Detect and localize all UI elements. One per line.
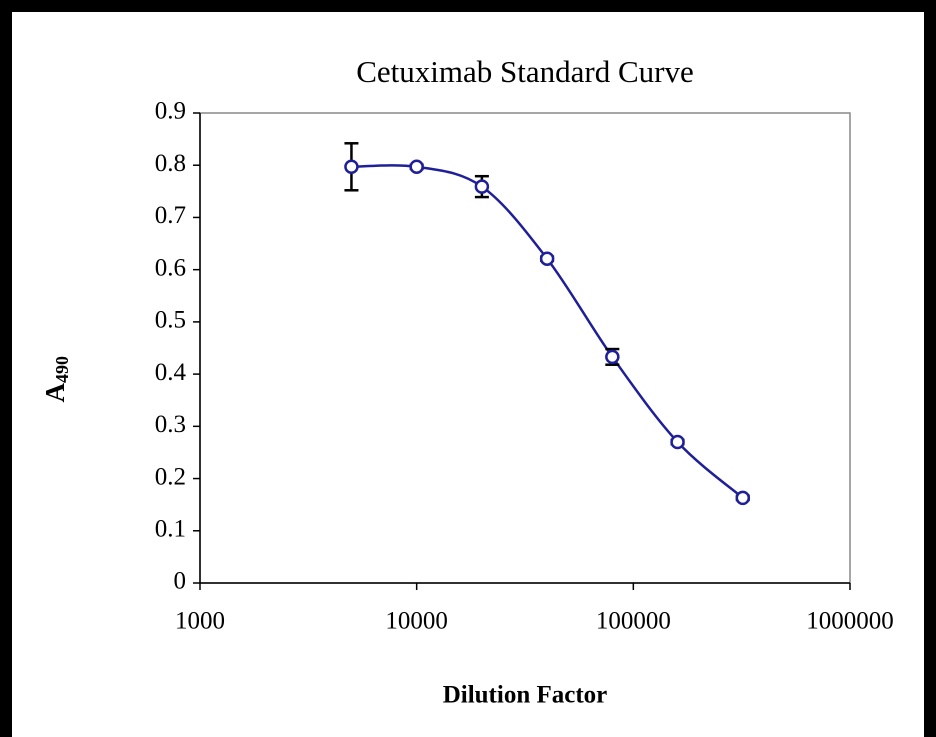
- point: [735, 490, 751, 506]
- y-tick-label: 0.9: [155, 98, 186, 125]
- point: [670, 434, 685, 450]
- y-axis-label: A: [40, 383, 70, 403]
- x-tick-label: 1000: [175, 608, 225, 635]
- y-tick-label: 0.3: [155, 411, 186, 438]
- y-axis-label-group: A 490: [40, 356, 72, 403]
- y-tick-label: 0.8: [155, 150, 186, 177]
- plot-border: [199, 112, 851, 584]
- curve: [351, 164, 744, 499]
- x-axis-label: Dilution Factor: [443, 682, 608, 709]
- y-tick-label: 0.7: [155, 202, 186, 229]
- x-tick-label: 1000000: [806, 608, 894, 635]
- point: [539, 251, 555, 266]
- y-tick-label: 0.2: [155, 463, 186, 490]
- y-tick-label: 0.4: [155, 359, 187, 386]
- y-tick-label: 0.5: [155, 307, 186, 334]
- point: [344, 159, 359, 175]
- x-tick-label: 100000: [596, 608, 671, 635]
- chart-title: Cetuximab Standard Curve: [356, 54, 694, 89]
- point: [409, 159, 424, 175]
- y-tick-label: 0: [174, 568, 187, 595]
- point: [605, 349, 620, 365]
- y-tick-label: 0.6: [155, 254, 186, 281]
- y-tick-label: 0.1: [155, 516, 186, 543]
- y-axis-label-subscript: 490: [52, 356, 72, 383]
- point: [474, 179, 490, 194]
- x-tick-label: 10000: [385, 608, 448, 635]
